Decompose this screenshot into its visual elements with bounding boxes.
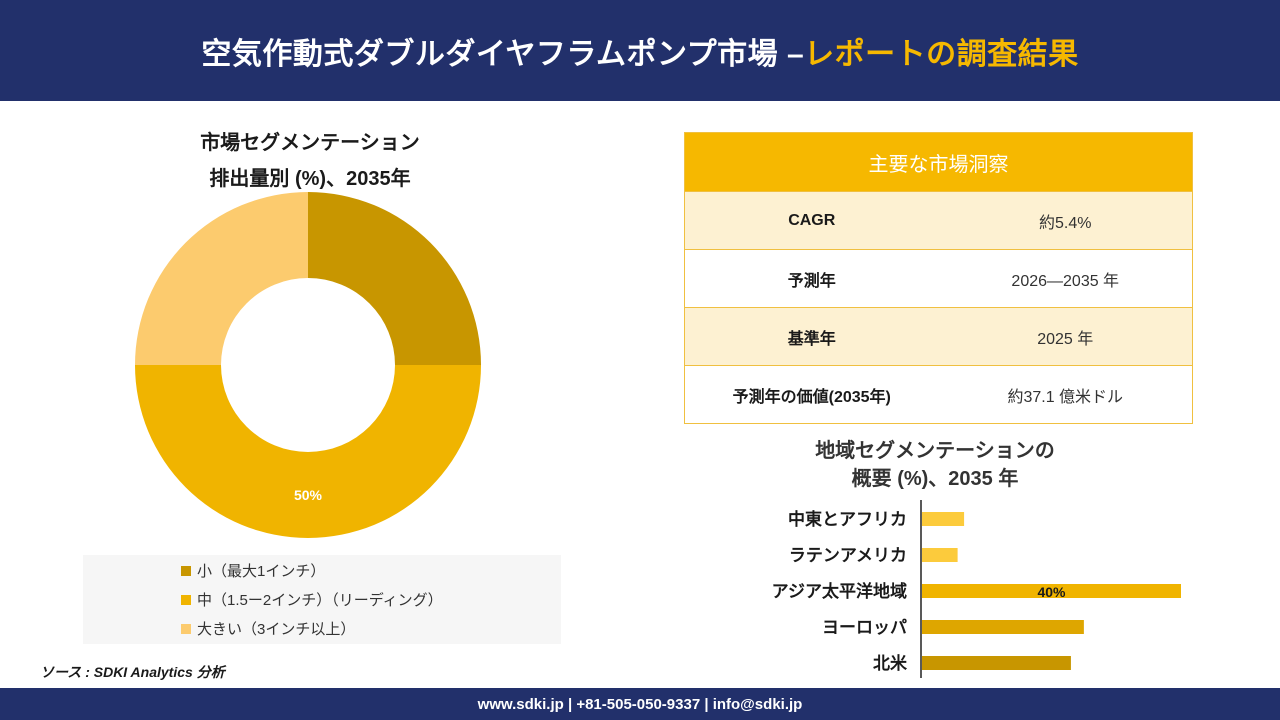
legend-swatch: [181, 565, 191, 576]
donut-chart: 50%: [135, 192, 481, 538]
legend-item-large: 大きい（3インチ以上）: [181, 618, 355, 639]
table-key: 予測年: [787, 272, 836, 290]
bar-category-label: ヨーロッパ: [822, 618, 907, 637]
market-insights-table: 主要な市場洞察 CAGR 約5.4% 予測年 2026—2035 年 基準年 2…: [684, 132, 1193, 424]
bar-data-label: 40%: [1037, 584, 1066, 600]
table-row: 予測年の価値(2035年) 約37.1 億米ドル: [685, 365, 1192, 423]
footer-contact: www.sdki.jp | +81-505-050-9337 | info@sd…: [477, 695, 803, 713]
footer-bar: www.sdki.jp | +81-505-050-9337 | info@sd…: [0, 688, 1280, 720]
bar: [922, 512, 965, 526]
donut-slice: [135, 192, 308, 365]
table-value: 約37.1 億米ドル: [1007, 388, 1124, 406]
donut-data-label: 50%: [294, 487, 323, 503]
legend-swatch: [181, 623, 191, 634]
table-key: CAGR: [788, 211, 836, 229]
legend-label: 大きい（3インチ以上）: [197, 621, 356, 638]
donut-slice: [135, 365, 481, 538]
bar: [922, 548, 958, 562]
legend-swatch: [181, 594, 191, 605]
bar-title-line2: 概要 (%)、2035 年: [851, 468, 1019, 490]
legend-item-medium: 中（1.5ー2インチ）（リーディング）: [181, 589, 443, 610]
bar: [922, 584, 1181, 598]
legend-label: 小（最大1インチ）: [197, 563, 326, 580]
table-row: 予測年 2026—2035 年: [685, 249, 1192, 307]
table-row: 基準年 2025 年: [685, 307, 1192, 365]
title-accent: レポートの調査結果: [804, 37, 1079, 71]
donut-legend: 小（最大1インチ） 中（1.5ー2インチ）（リーディング） 大きい（3インチ以上…: [83, 555, 561, 644]
page-title: 空気作動式ダブルダイヤフラムポンプ市場 –レポートの調査結果: [201, 29, 1078, 73]
donut-slice: [308, 192, 481, 365]
donut-title-line2: 排出量別 (%)、2035年: [209, 168, 411, 190]
table-key: 予測年の価値(2035年): [732, 388, 891, 406]
table-header: 主要な市場洞察: [685, 133, 1192, 191]
header-banner: 空気作動式ダブルダイヤフラムポンプ市場 –レポートの調査結果: [0, 0, 1280, 101]
donut-title-line1: 市場セグメンテーション: [200, 132, 420, 154]
bar-category-label: ラテンアメリカ: [789, 546, 907, 565]
table-value: 約5.4%: [1039, 214, 1092, 232]
table-value: 2025 年: [1037, 330, 1094, 348]
table-key: 基準年: [787, 330, 836, 348]
table-row: CAGR 約5.4%: [685, 191, 1192, 249]
bar: [922, 656, 1071, 670]
legend-item-small: 小（最大1インチ）: [181, 560, 325, 581]
source-note: ソース : SDKI Analytics 分析: [40, 664, 225, 680]
legend-label: 中（1.5ー2インチ）（リーディング）: [197, 592, 443, 609]
bar: [922, 620, 1084, 634]
bar-title-line1: 地域セグメンテーションの: [815, 440, 1055, 462]
bar-category-label: アジア太平洋地域: [772, 581, 907, 601]
bar-category-label: 北米: [873, 653, 908, 673]
title-main: 空気作動式ダブルダイヤフラムポンプ市場 –: [201, 37, 805, 71]
table-value: 2026—2035 年: [1011, 272, 1120, 290]
bar-category-label: 中東とアフリカ: [788, 509, 907, 529]
